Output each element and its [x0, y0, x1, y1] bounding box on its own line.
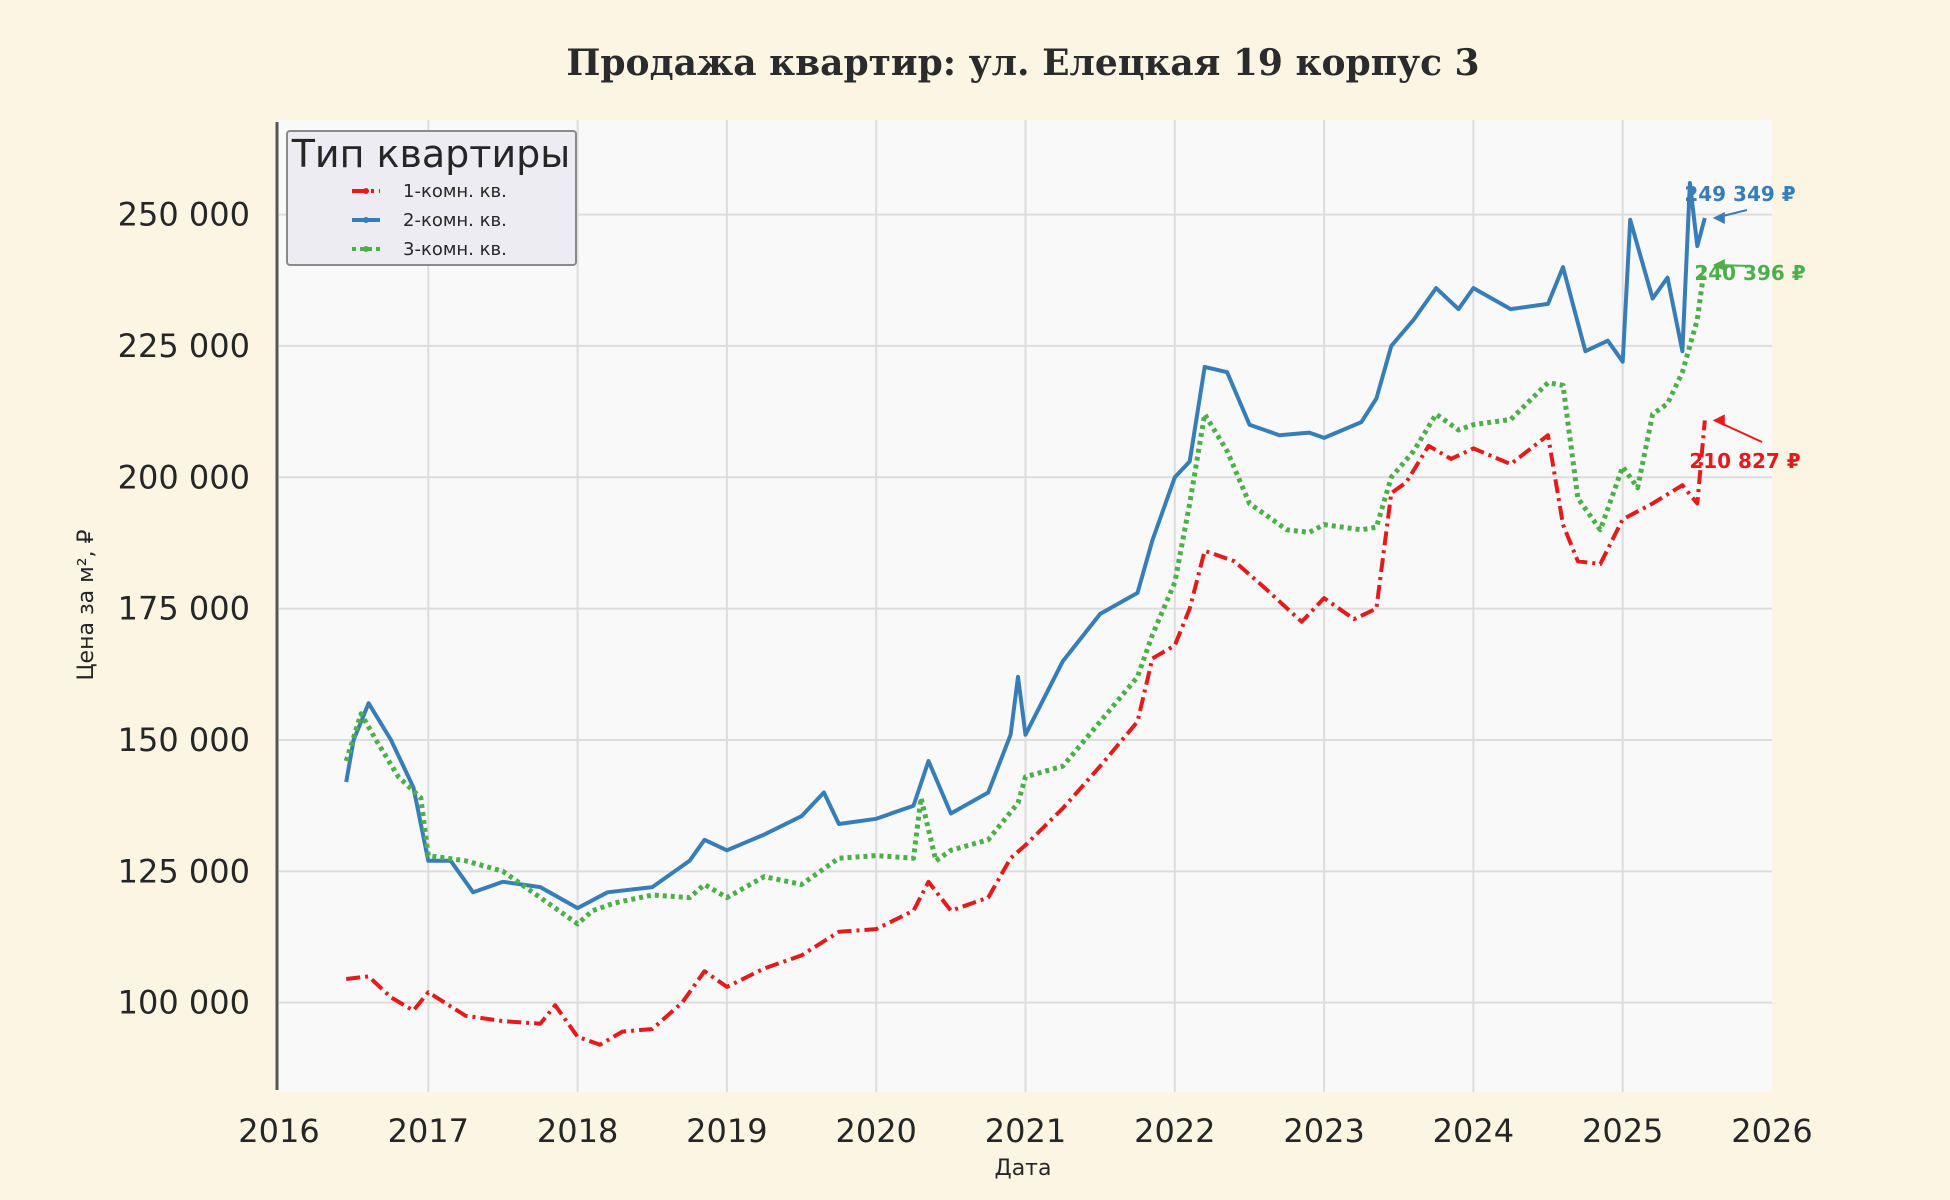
y-tick-label: 225 000 — [118, 327, 250, 365]
y-tick-label: 125 000 — [118, 852, 250, 890]
x-axis-ticks: 2016 2017 2018 2019 2020 2021 2022 2023 2024 2025… — [238, 1112, 1812, 1150]
legend-marker-series-3room — [363, 246, 369, 252]
y-tick-label: 175 000 — [118, 590, 250, 628]
legend-label-series-3room: 3-комн. кв. — [403, 239, 507, 260]
x-tick-label: 2017 — [388, 1112, 469, 1150]
series-2room-line — [344, 181, 1707, 911]
x-tick-label: 2024 — [1433, 1112, 1514, 1150]
series-2room-annotation-arrowhead — [1712, 211, 1725, 224]
legend-label-series-2room: 2-комн. кв. — [403, 210, 507, 231]
grid-lines — [279, 120, 1772, 1092]
series-3room-annotation: 240 396 ₽ — [1694, 261, 1805, 285]
series-2room-annotation: 249 349 ₽ — [1684, 182, 1795, 206]
x-tick-label: 2025 — [1582, 1112, 1663, 1150]
y-tick-label: 100 000 — [118, 984, 250, 1022]
legend: Тип квартиры 1-комн. кв. 2-комн. кв. 3-ком… — [286, 130, 577, 266]
series-1room-annotation: 210 827 ₽ — [1689, 449, 1800, 473]
y-tick-label: 200 000 — [118, 458, 250, 496]
y-tick-label: 250 000 — [118, 196, 250, 234]
x-tick-label: 2018 — [537, 1112, 618, 1150]
series-layer — [343, 181, 1708, 1047]
x-tick-label: 2019 — [686, 1112, 767, 1150]
end-annotations: 210 827 ₽ 249 349 ₽ 240 396 ₽ — [1684, 182, 1805, 473]
x-tick-label: 2022 — [1134, 1112, 1215, 1150]
legend-marker-series-1room — [363, 188, 369, 194]
x-tick-label: 2020 — [835, 1112, 916, 1150]
series-1room-annotation-arrowhead — [1712, 414, 1725, 427]
legend-items: 1-комн. кв. 2-комн. кв. 3-комн. кв. — [352, 181, 507, 260]
legend-label-series-1room: 1-комн. кв. — [403, 181, 507, 202]
series-1room-line — [345, 420, 1707, 1047]
x-tick-label: 2016 — [238, 1112, 319, 1150]
y-axis-ticks: 100 000 125 000 150 000 175 000 200 000 225 0… — [118, 196, 250, 1022]
x-tick-label: 2021 — [985, 1112, 1066, 1150]
y-tick-label: 150 000 — [118, 721, 250, 759]
x-tick-label: 2023 — [1283, 1112, 1364, 1150]
x-tick-label: 2026 — [1731, 1112, 1812, 1150]
series-3room-annotation-arrowhead — [1712, 259, 1725, 272]
legend-box — [286, 130, 577, 266]
legend-title: Тип квартиры — [291, 132, 571, 176]
series-3room-line — [343, 264, 1708, 927]
y-axis-label: Цена за м², ₽ — [74, 529, 99, 680]
x-axis-label: Дата — [995, 1156, 1052, 1181]
legend-marker-series-2room — [363, 217, 369, 223]
chart-title: Продажа квартир: ул. Елецкая 19 корпус 3 — [566, 42, 1479, 84]
